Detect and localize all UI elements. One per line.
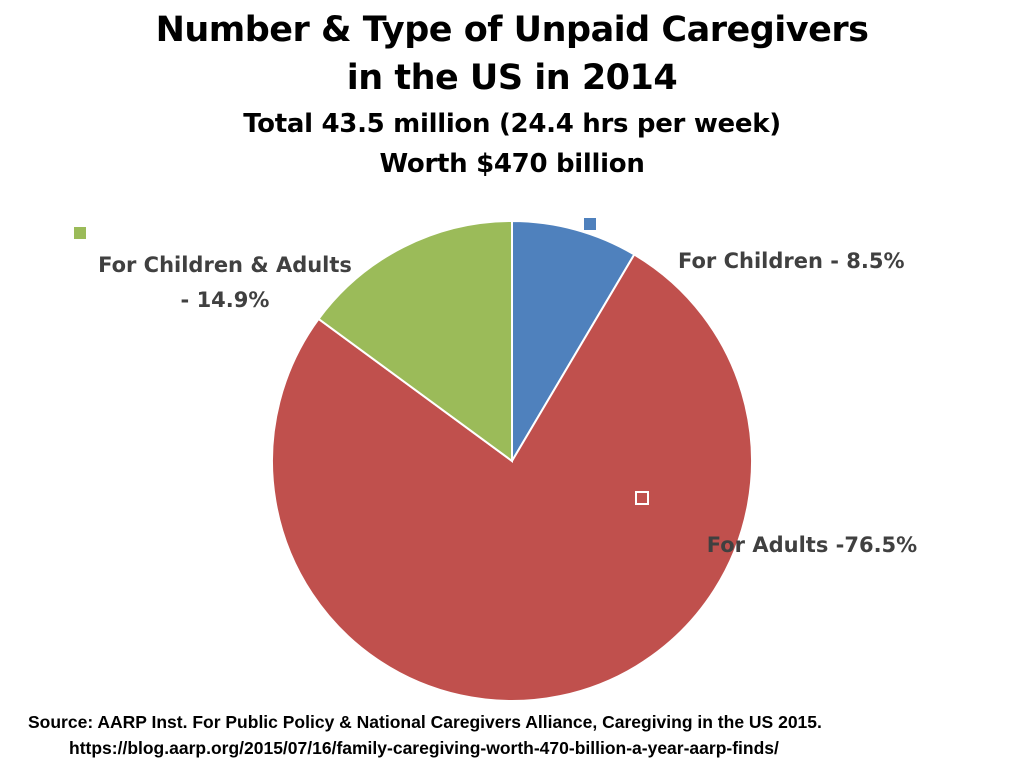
source-url: https://blog.aarp.org/2015/07/16/family-… bbox=[69, 738, 779, 758]
chart-title-line-2: in the US in 2014 bbox=[346, 58, 678, 98]
pie-slice-adults bbox=[271, 253, 753, 702]
chart-subtitle-line-2: Worth $470 billion bbox=[379, 149, 645, 179]
legend-marker-children bbox=[584, 218, 596, 230]
data-label-children-adults: For Children & Adults bbox=[98, 253, 352, 277]
title-block: Number & Type of Unpaid Caregivers in th… bbox=[0, 6, 1024, 184]
data-label-children-adults-line-2: - 14.9% bbox=[181, 288, 270, 312]
chart-subtitle-line-1: Total 43.5 million (24.4 hrs per week) bbox=[243, 109, 781, 139]
data-label-children: For Children - 8.5% bbox=[678, 249, 905, 273]
pie-slices bbox=[271, 219, 753, 702]
pie-slice-children bbox=[511, 219, 636, 465]
legend-marker-children-adults bbox=[74, 227, 86, 239]
source-line: Source: AARP Inst. For Public Policy & N… bbox=[28, 712, 822, 732]
legend-marker-adults bbox=[635, 491, 649, 505]
data-label-adults: For Adults -76.5% bbox=[707, 533, 917, 557]
pie-labels: For Children - 8.5% For Adults -76.5% For … bbox=[74, 218, 917, 557]
pie-slice-children-adults bbox=[317, 219, 513, 463]
source-note: Source: AARP Inst. For Public Policy & N… bbox=[28, 709, 1018, 761]
chart-title-line-1: Number & Type of Unpaid Caregivers bbox=[155, 10, 869, 50]
